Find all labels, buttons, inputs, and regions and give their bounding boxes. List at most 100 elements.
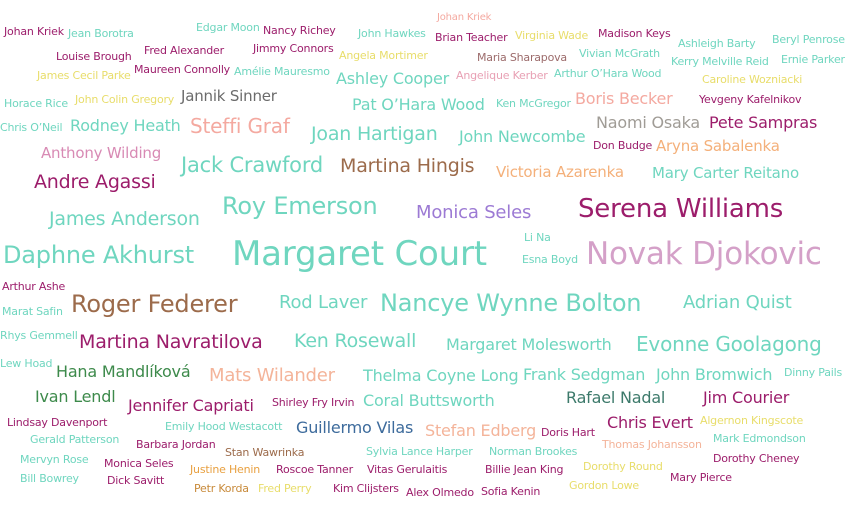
cloud-word: Joan Hartigan bbox=[311, 123, 438, 145]
cloud-word: Arthur O’Hara Wood bbox=[554, 67, 662, 80]
cloud-word: Stefan Edberg bbox=[425, 421, 537, 440]
cloud-word: Dick Savitt bbox=[107, 474, 165, 487]
cloud-word: Johan Kriek bbox=[437, 12, 492, 23]
cloud-word: Ernie Parker bbox=[781, 53, 845, 66]
cloud-word: Novak Djokovic bbox=[586, 236, 822, 272]
cloud-word: Martina Hingis bbox=[340, 155, 475, 177]
cloud-word: Ashleigh Barty bbox=[678, 37, 756, 50]
cloud-word: John Bromwich bbox=[656, 365, 773, 384]
cloud-word: John Newcombe bbox=[459, 127, 586, 146]
cloud-word: Billie Jean King bbox=[485, 463, 564, 476]
cloud-word: John Hawkes bbox=[358, 27, 426, 40]
cloud-word: Victoria Azarenka bbox=[496, 163, 624, 181]
cloud-word: Shirley Fry Irvin bbox=[272, 396, 355, 409]
cloud-word: Rodney Heath bbox=[70, 116, 181, 135]
cloud-word: Kim Clijsters bbox=[333, 482, 399, 495]
cloud-word: Angela Mortimer bbox=[339, 49, 428, 62]
cloud-word: Barbara Jordan bbox=[136, 438, 216, 451]
cloud-word: Kerry Melville Reid bbox=[671, 55, 769, 68]
cloud-word: Hana Mandlíková bbox=[56, 362, 191, 381]
cloud-word: Ivan Lendl bbox=[35, 387, 116, 406]
cloud-word: Dorothy Cheney bbox=[713, 452, 800, 465]
cloud-word: Chris O’Neil bbox=[0, 121, 63, 134]
cloud-word: Roy Emerson bbox=[222, 192, 378, 220]
cloud-word: Anthony Wilding bbox=[41, 144, 162, 162]
cloud-word: Horace Rice bbox=[4, 97, 68, 110]
cloud-word: Maria Sharapova bbox=[477, 51, 567, 64]
cloud-word: Martina Navratilova bbox=[79, 331, 263, 353]
cloud-word: Vitas Gerulaitis bbox=[367, 463, 448, 476]
cloud-word: Gerald Patterson bbox=[30, 433, 120, 446]
cloud-word: Don Budge bbox=[593, 139, 653, 152]
cloud-word: Fred Perry bbox=[258, 482, 312, 495]
cloud-word: Adrian Quist bbox=[683, 292, 792, 313]
cloud-word: Mats Wilander bbox=[209, 365, 335, 386]
cloud-word: Esna Boyd bbox=[522, 253, 578, 266]
cloud-word: Mary Pierce bbox=[670, 471, 732, 484]
cloud-word: Lew Hoad bbox=[0, 357, 53, 370]
cloud-word: Emily Hood Westacott bbox=[165, 420, 283, 433]
cloud-word: Jimmy Connors bbox=[253, 42, 334, 55]
cloud-word: Mervyn Rose bbox=[20, 453, 89, 466]
cloud-word: Sylvia Lance Harper bbox=[366, 445, 473, 458]
cloud-word: Ken McGregor bbox=[496, 97, 571, 110]
cloud-word: Rod Laver bbox=[279, 292, 368, 313]
cloud-word: Steffi Graf bbox=[190, 114, 290, 138]
cloud-word: John Colin Gregory bbox=[75, 93, 175, 106]
cloud-word: Boris Becker bbox=[575, 89, 673, 108]
cloud-word: James Anderson bbox=[49, 208, 200, 230]
cloud-word: Serena Williams bbox=[578, 194, 784, 224]
cloud-word: Vivian McGrath bbox=[579, 47, 660, 60]
cloud-word: Caroline Wozniacki bbox=[702, 73, 803, 86]
cloud-word: Naomi Osaka bbox=[596, 113, 701, 132]
cloud-word: Jean Borotra bbox=[68, 27, 134, 40]
cloud-word: Monica Seles bbox=[416, 202, 532, 223]
cloud-word: Pat O’Hara Wood bbox=[352, 95, 485, 114]
cloud-word: Norman Brookes bbox=[489, 445, 578, 458]
cloud-word: Jannik Sinner bbox=[181, 87, 277, 105]
cloud-word: Rhys Gemmell bbox=[0, 329, 78, 342]
cloud-word: Ken Rosewall bbox=[294, 330, 417, 352]
cloud-word: Mary Carter Reitano bbox=[652, 164, 799, 182]
cloud-word: Marat Safin bbox=[2, 305, 63, 318]
cloud-word: Nancy Richey bbox=[263, 24, 336, 37]
cloud-word: Gordon Lowe bbox=[569, 479, 639, 492]
cloud-word: Dorothy Round bbox=[583, 460, 663, 473]
cloud-word: Dinny Pails bbox=[784, 366, 842, 379]
cloud-word: Andre Agassi bbox=[34, 171, 156, 193]
cloud-word: Arthur Ashe bbox=[2, 280, 66, 293]
cloud-word: Louise Brough bbox=[56, 50, 132, 63]
cloud-word: Petr Korda bbox=[194, 482, 249, 495]
cloud-word: Rafael Nadal bbox=[566, 388, 666, 407]
cloud-word: Daphne Akhurst bbox=[3, 241, 194, 269]
cloud-word: Margaret Molesworth bbox=[446, 335, 612, 354]
cloud-word: Maureen Connolly bbox=[134, 63, 230, 76]
cloud-word: Alex Olmedo bbox=[406, 486, 474, 499]
cloud-word: Guillermo Vilas bbox=[296, 418, 414, 437]
cloud-word: Edgar Moon bbox=[196, 21, 260, 34]
cloud-word: Angelique Kerber bbox=[456, 69, 548, 82]
cloud-word: Pete Sampras bbox=[709, 113, 818, 132]
cloud-word: Jack Crawford bbox=[181, 153, 324, 177]
cloud-word: Frank Sedgman bbox=[523, 365, 646, 384]
cloud-word: Virginia Wade bbox=[515, 29, 589, 42]
cloud-word: Sofia Kenin bbox=[481, 485, 541, 498]
cloud-word: Mark Edmondson bbox=[713, 432, 806, 445]
cloud-word: Algernon Kingscote bbox=[700, 414, 804, 427]
cloud-word: Stan Wawrinka bbox=[225, 446, 305, 459]
cloud-word: Beryl Penrose bbox=[772, 33, 845, 46]
cloud-word: Roscoe Tanner bbox=[276, 463, 353, 476]
cloud-word: Justine Henin bbox=[190, 463, 260, 476]
cloud-word: Margaret Court bbox=[232, 234, 487, 274]
cloud-word: Nancye Wynne Bolton bbox=[380, 289, 642, 317]
cloud-word: Thelma Coyne Long bbox=[363, 366, 519, 385]
cloud-word: Fred Alexander bbox=[144, 44, 224, 57]
cloud-word: Bill Bowrey bbox=[20, 472, 79, 485]
cloud-word: Roger Federer bbox=[71, 290, 238, 318]
cloud-word: Lindsay Davenport bbox=[7, 416, 108, 429]
cloud-word: Aryna Sabalenka bbox=[656, 137, 780, 155]
cloud-word: Evonne Goolagong bbox=[636, 332, 822, 356]
cloud-word: Coral Buttsworth bbox=[363, 391, 495, 410]
cloud-word: Amélie Mauresmo bbox=[234, 65, 330, 78]
